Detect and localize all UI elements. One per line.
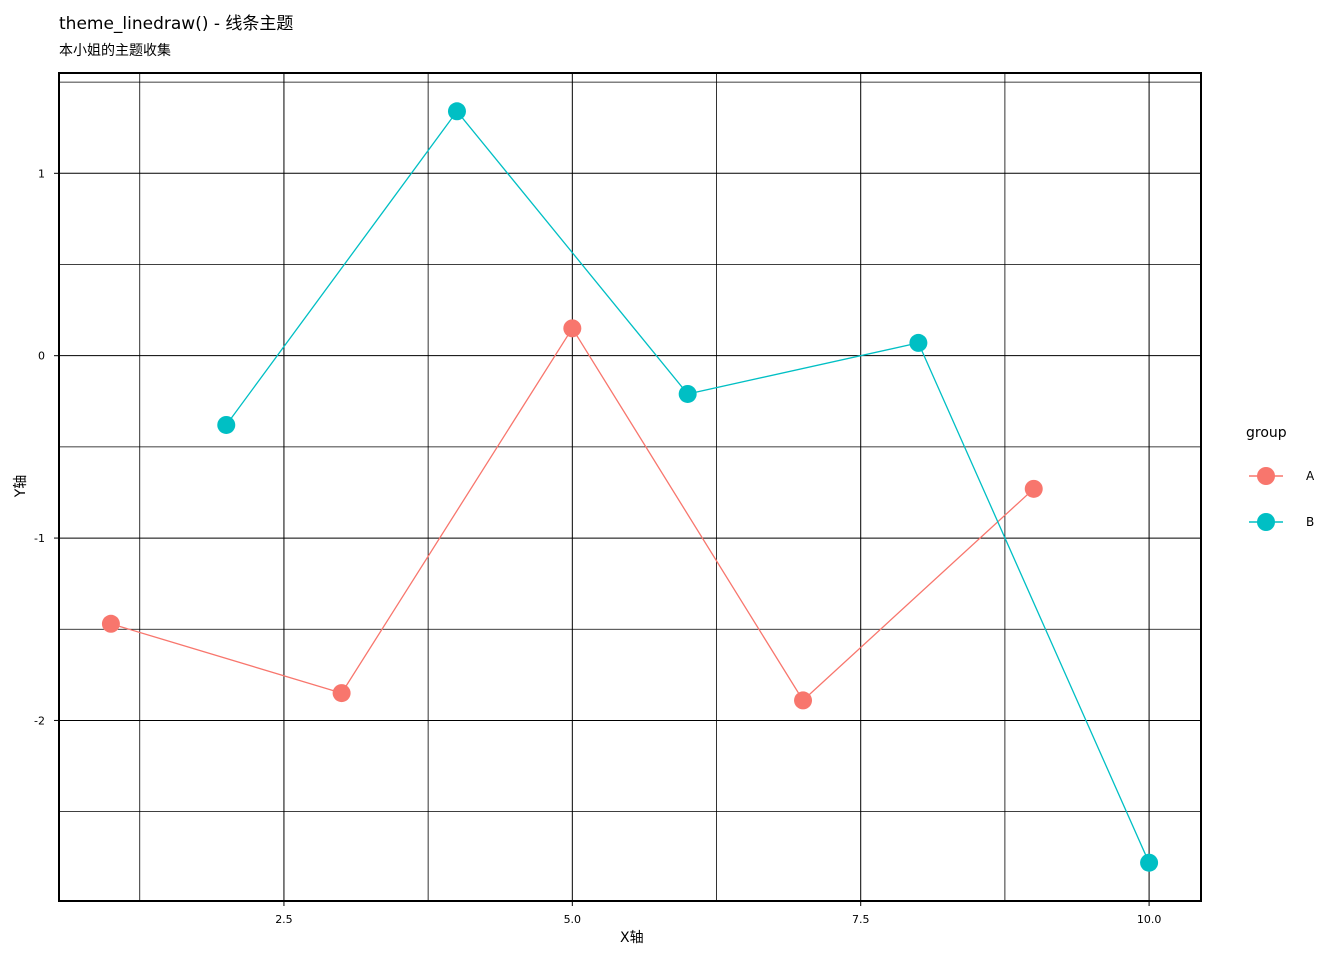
- x-axis-title: X轴: [620, 930, 644, 946]
- y-axis-title: Y轴: [13, 474, 29, 498]
- axes: 2.5 5.0 7.5 10.0 -2 -1 0 1: [34, 72, 1202, 926]
- legend-item-a: A: [1246, 453, 1314, 499]
- chart-subtitle: 本小姐的主题收集: [59, 43, 171, 59]
- y-tick-label: -2: [34, 714, 45, 727]
- series-layer: [101, 102, 1159, 872]
- panel-border: [58, 72, 1202, 902]
- series-a-point: [332, 684, 351, 703]
- legend-label-b: B: [1306, 515, 1315, 529]
- x-tick-label: 10.0: [1137, 913, 1162, 926]
- legend: group A B: [1246, 425, 1314, 545]
- series-b-point: [217, 415, 236, 434]
- y-tick-label: -1: [34, 532, 45, 545]
- series-b-point: [678, 384, 697, 403]
- grid-lines: [59, 73, 1201, 901]
- legend-key-b: [1249, 513, 1283, 531]
- chart-title: theme_linedraw() - 线条主题: [59, 14, 294, 34]
- x-tick-label: 7.5: [852, 913, 870, 926]
- series-a-point: [101, 614, 120, 633]
- x-tick-label: 2.5: [275, 913, 293, 926]
- series-b-point: [1140, 853, 1159, 872]
- series-b-line: [225, 110, 1150, 863]
- legend-label-a: A: [1306, 469, 1315, 483]
- series-b-point: [447, 102, 466, 121]
- series-b-point: [909, 333, 928, 352]
- series-a-point: [794, 691, 813, 710]
- y-tick-label: 1: [38, 167, 45, 180]
- x-tick-label: 5.0: [564, 913, 582, 926]
- legend-item-b: B: [1246, 499, 1314, 545]
- legend-title: group: [1246, 425, 1287, 441]
- legend-key-a: [1249, 467, 1283, 485]
- series-a-point: [1024, 479, 1043, 498]
- y-tick-label: 0: [38, 350, 45, 363]
- series-a-point: [563, 319, 582, 338]
